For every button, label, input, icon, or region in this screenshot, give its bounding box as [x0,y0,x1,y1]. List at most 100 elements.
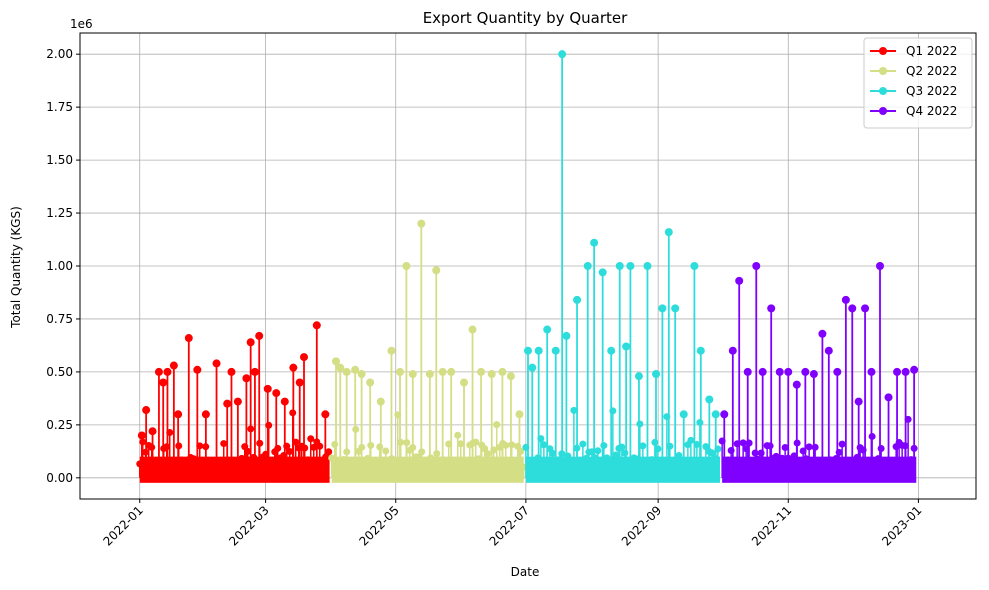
data-point [373,457,381,465]
data-point [696,346,705,355]
data-point [361,459,369,467]
data-point [396,367,404,376]
data-point [607,346,616,355]
data-point [184,334,193,343]
data-point [460,378,468,387]
data-point [551,346,560,355]
data-point [400,462,408,470]
data-point [861,304,870,313]
data-point [690,262,699,270]
data-point [848,304,857,313]
data-point [877,445,885,453]
data-point [758,367,767,376]
series-1 [136,321,333,483]
data-point [573,295,582,304]
data-point [312,321,321,330]
data-point [757,449,765,457]
data-point [289,363,298,372]
data-point [671,304,680,313]
data-point [342,367,351,376]
y-tick-label: 0.00 [46,471,73,485]
data-point [159,378,168,387]
data-point [711,410,720,419]
legend-label: Q2 2022 [906,64,957,78]
data-point [871,466,879,474]
data-point [472,438,480,446]
data-point [603,454,611,462]
data-point [728,346,737,355]
data-point [679,410,688,419]
data-point [387,346,396,355]
data-point [376,443,384,451]
data-point [402,262,411,270]
data-point [626,262,635,270]
data-point [304,456,312,464]
data-point [558,50,567,59]
data-point [652,370,660,379]
data-point [567,456,575,464]
data-point [781,443,789,451]
data-point [724,456,732,464]
data-point [391,460,399,468]
data-point [720,410,729,419]
data-point [767,304,776,313]
data-point [217,457,225,465]
data-point [576,463,584,471]
data-point [675,452,683,460]
data-point [648,456,656,464]
data-point [250,367,259,376]
data-point [178,456,186,464]
data-point [220,440,228,448]
data-point [598,268,607,277]
data-point [457,440,465,448]
data-point [263,384,272,393]
data-point [579,440,587,448]
y-axis-label: Total Quantity (KGS) [9,206,23,329]
y-axis: 0.00 0.25 0.50 0.75 1.00 1.25 1.50 1.75 2.00 [46,47,80,485]
data-point [600,442,608,450]
data-point [498,367,507,376]
data-point [199,460,207,468]
data-point [666,442,674,450]
data-point [331,440,339,448]
data-point [451,461,459,469]
data-point [841,295,850,304]
data-point [838,440,846,448]
data-point [154,367,163,376]
data-point [784,367,793,376]
data-point [468,325,477,334]
data-point [332,357,340,366]
data-point [137,431,146,440]
x-axis-label: Date [511,565,540,579]
series-2 [328,219,528,483]
y-tick-label: 1.25 [46,206,73,220]
data-point [233,397,242,406]
data-point [594,447,602,455]
series-3 [522,50,722,483]
data-point [621,449,629,457]
y-tick-label: 1.50 [46,153,73,167]
data-point [321,410,330,419]
legend-marker [879,87,887,95]
data-point [227,367,236,376]
legend-box [863,37,973,129]
data-point [549,449,557,457]
data-point [745,439,753,447]
data-point [643,262,652,270]
data-point [255,331,264,340]
y-tick-label: 0.75 [46,312,73,326]
legend-label: Q4 2022 [906,104,957,118]
data-point [687,436,695,444]
y-tick-label: 0.25 [46,418,73,432]
data-point [664,228,673,237]
data-point [639,442,647,450]
data-point [212,359,221,368]
y-tick-label: 2.00 [46,47,73,61]
data-point [562,331,571,340]
data-point [265,421,273,429]
data-point [376,397,385,406]
data-point [833,367,842,376]
data-point [534,346,543,355]
data-point [310,443,318,451]
